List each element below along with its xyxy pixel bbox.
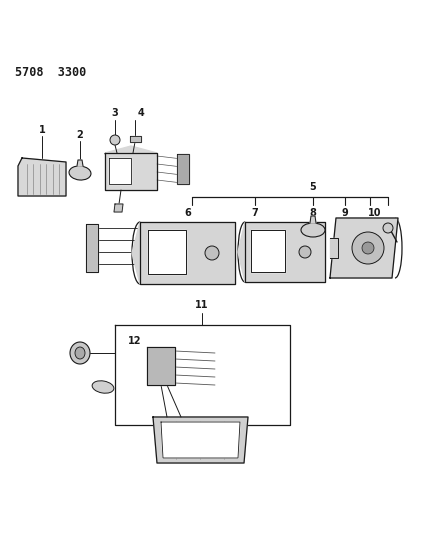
Circle shape xyxy=(352,232,384,264)
Polygon shape xyxy=(245,222,325,282)
Text: 5: 5 xyxy=(309,182,316,192)
Ellipse shape xyxy=(301,223,325,237)
Polygon shape xyxy=(77,160,83,166)
Circle shape xyxy=(110,135,120,145)
Ellipse shape xyxy=(92,381,114,393)
Text: 10: 10 xyxy=(368,208,382,218)
Polygon shape xyxy=(238,222,245,282)
Text: 12: 12 xyxy=(128,336,142,346)
Ellipse shape xyxy=(75,347,85,359)
Polygon shape xyxy=(132,222,140,284)
Polygon shape xyxy=(114,204,123,212)
Text: 11: 11 xyxy=(195,300,209,310)
Circle shape xyxy=(205,246,219,260)
Polygon shape xyxy=(177,154,189,184)
Polygon shape xyxy=(310,216,316,223)
Polygon shape xyxy=(105,146,157,153)
Polygon shape xyxy=(18,158,66,196)
Text: 5708  3300: 5708 3300 xyxy=(15,66,86,78)
Ellipse shape xyxy=(69,166,91,180)
Polygon shape xyxy=(251,230,285,272)
Polygon shape xyxy=(147,347,175,385)
Circle shape xyxy=(362,242,374,254)
Text: 7: 7 xyxy=(252,208,259,218)
Polygon shape xyxy=(105,153,157,190)
Circle shape xyxy=(383,223,393,233)
Polygon shape xyxy=(153,417,248,463)
Polygon shape xyxy=(109,158,131,184)
Polygon shape xyxy=(148,230,186,274)
Text: 2: 2 xyxy=(77,130,83,140)
Circle shape xyxy=(299,246,311,258)
Polygon shape xyxy=(86,224,98,272)
Polygon shape xyxy=(330,218,398,278)
Text: 4: 4 xyxy=(138,108,144,118)
Text: 8: 8 xyxy=(309,208,316,218)
Text: 9: 9 xyxy=(342,208,348,218)
Polygon shape xyxy=(130,136,141,142)
Text: 1: 1 xyxy=(39,125,45,135)
Ellipse shape xyxy=(70,342,90,364)
Polygon shape xyxy=(140,222,235,284)
Polygon shape xyxy=(330,238,338,258)
Text: 6: 6 xyxy=(184,208,191,218)
Polygon shape xyxy=(161,422,240,458)
Text: 3: 3 xyxy=(112,108,119,118)
